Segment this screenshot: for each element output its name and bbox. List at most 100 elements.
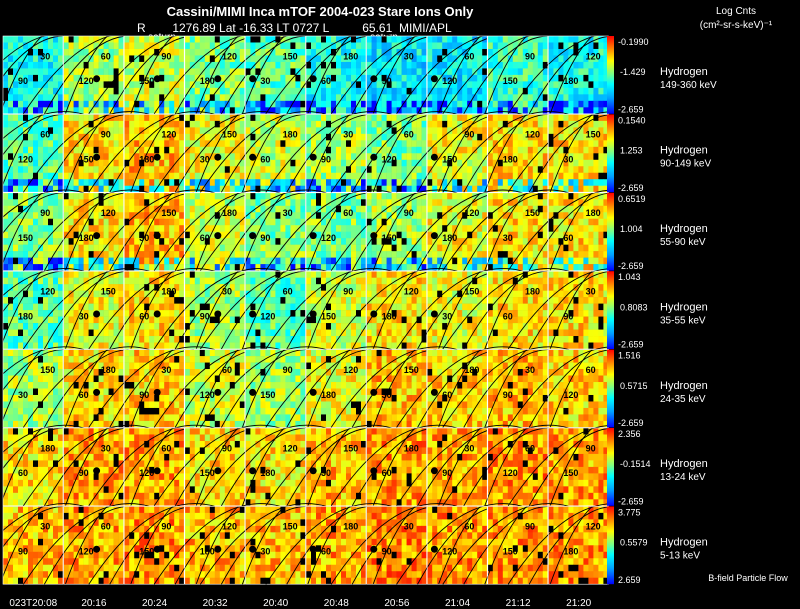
contour-label: 180 xyxy=(260,468,275,478)
contour-label: 150 xyxy=(200,468,215,478)
contour-label: 90 xyxy=(283,365,293,375)
time-label: 20:24 xyxy=(142,598,167,609)
contour-label: 150 xyxy=(79,155,94,165)
saturn-marker xyxy=(430,232,438,240)
color-bars: -0.1990 -1.429 -2.659 Hydrogen 149-360 keV 0.… xyxy=(607,36,717,585)
contour-label: 30 xyxy=(404,522,414,532)
contour-label: 120 xyxy=(563,390,578,400)
contour-label: 30 xyxy=(139,233,149,243)
image-cell: 60 120 xyxy=(507,346,635,428)
contour-label: 120 xyxy=(79,76,94,86)
contour-label: 150 xyxy=(40,365,55,375)
image-cell: 120 180 xyxy=(153,32,281,115)
contour-label: 120 xyxy=(321,233,336,243)
colorbar-max: 3.775 xyxy=(618,507,641,517)
image-cell: 150 30 xyxy=(200,503,327,585)
contour-label: 180 xyxy=(464,365,479,375)
time-label: 21:20 xyxy=(566,598,591,609)
species-label: Hydrogen xyxy=(660,145,708,157)
contour-label: 150 xyxy=(260,390,275,400)
contour-label: 150 xyxy=(18,233,33,243)
contour-label: 60 xyxy=(343,208,353,218)
image-cell: 120 180 xyxy=(396,189,523,271)
image-cell: 60 120 xyxy=(23,32,150,115)
image-cell: 90 150 xyxy=(88,32,215,115)
color-bar xyxy=(607,506,614,585)
contour-label: 90 xyxy=(161,522,171,532)
contour-label: 150 xyxy=(101,287,116,297)
chart-title: Cassini/MIMI Inca mTOF 2004-023 Stare Io… xyxy=(167,4,475,19)
saturn-marker xyxy=(93,467,101,475)
colorbar-min: 2.659 xyxy=(618,575,641,585)
saturn-marker xyxy=(153,75,161,83)
image-cell: 150 30 xyxy=(330,346,458,428)
image-cell: 150 30 xyxy=(200,32,327,115)
contour-label: 90 xyxy=(18,76,28,86)
saturn-marker xyxy=(309,310,317,318)
contour-label: 60 xyxy=(283,287,293,297)
contour-label: 60 xyxy=(18,468,28,478)
image-cell: 120 180 xyxy=(507,503,635,585)
saturn-marker xyxy=(309,153,317,161)
contour-label: 180 xyxy=(101,365,116,375)
contour-label: 120 xyxy=(200,390,215,400)
saturn-marker xyxy=(153,310,161,318)
saturn-marker xyxy=(249,232,257,240)
contour-label: 150 xyxy=(442,155,457,165)
colorbar-max: 0.1540 xyxy=(618,115,646,125)
color-bar xyxy=(607,428,614,506)
contour-label: 60 xyxy=(586,365,596,375)
image-cell: 30 90 xyxy=(396,424,523,507)
contour-label: 180 xyxy=(283,130,298,140)
contour-label: 150 xyxy=(464,287,479,297)
contour-label: 60 xyxy=(101,522,111,532)
contour-label: 30 xyxy=(222,287,232,297)
colorbar-mid: -0.1514 xyxy=(620,459,651,469)
saturn-marker xyxy=(370,388,378,396)
image-cell: 120 180 xyxy=(442,111,569,193)
saturn-marker xyxy=(430,388,438,396)
contour-label: 90 xyxy=(260,233,270,243)
contour-label: 30 xyxy=(442,311,452,321)
saturn-marker xyxy=(249,153,257,161)
saturn-marker xyxy=(309,232,317,240)
species-label: Hydrogen xyxy=(660,537,708,549)
contour-label: 90 xyxy=(321,155,331,165)
contour-label: 150 xyxy=(161,208,176,218)
contour-label: 90 xyxy=(139,390,149,400)
contour-label: 120 xyxy=(382,155,397,165)
contour-label: 180 xyxy=(586,208,601,218)
colorbar-mid: 0.8083 xyxy=(620,302,648,312)
contour-label: 60 xyxy=(79,390,89,400)
contour-label: 120 xyxy=(18,155,33,165)
saturn-marker xyxy=(249,310,257,318)
contour-label: 30 xyxy=(161,365,171,375)
time-axis: 023T20:08 20:16 20:24 20:32 20:40 20:48 20:56 2… xyxy=(9,598,591,609)
image-cell: 180 60 xyxy=(330,424,458,507)
colorbar-min: -2.659 xyxy=(618,104,644,114)
saturn-marker xyxy=(430,75,438,83)
image-cell: 30 90 xyxy=(265,111,392,193)
contour-label: 180 xyxy=(161,287,176,297)
contour-label: 60 xyxy=(260,155,270,165)
saturn-marker xyxy=(93,75,101,83)
saturn-marker xyxy=(430,467,438,475)
image-cell: 180 60 xyxy=(265,32,392,115)
saturn-marker xyxy=(214,153,222,161)
saturn-marker xyxy=(249,467,257,475)
saturn-marker xyxy=(214,545,222,553)
contour-label: 60 xyxy=(139,311,149,321)
color-bar xyxy=(607,271,614,349)
contour-label: 180 xyxy=(382,311,397,321)
color-bar xyxy=(607,114,614,193)
saturn-marker xyxy=(370,153,378,161)
colorbar-max: 2.356 xyxy=(618,429,641,439)
contour-label: 90 xyxy=(161,51,171,61)
saturn-marker xyxy=(153,545,161,553)
saturn-marker xyxy=(153,153,161,161)
image-cell: 180 60 xyxy=(153,189,281,271)
contour-label: 90 xyxy=(101,130,111,140)
contour-label: 30 xyxy=(586,287,596,297)
colorbar-mid: 1.004 xyxy=(620,224,643,234)
